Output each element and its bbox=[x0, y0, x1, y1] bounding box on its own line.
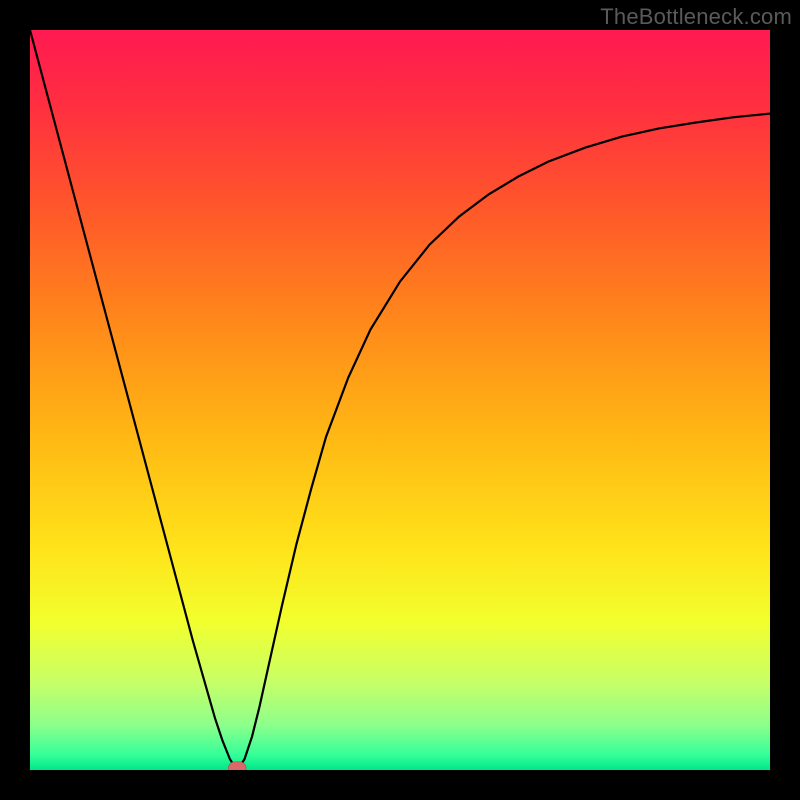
gradient-background bbox=[30, 30, 770, 770]
plot-area bbox=[30, 30, 770, 770]
watermark-label: TheBottleneck.com bbox=[600, 4, 792, 30]
chart-frame: TheBottleneck.com bbox=[0, 0, 800, 800]
min-marker bbox=[228, 762, 246, 770]
chart-svg bbox=[30, 30, 770, 770]
